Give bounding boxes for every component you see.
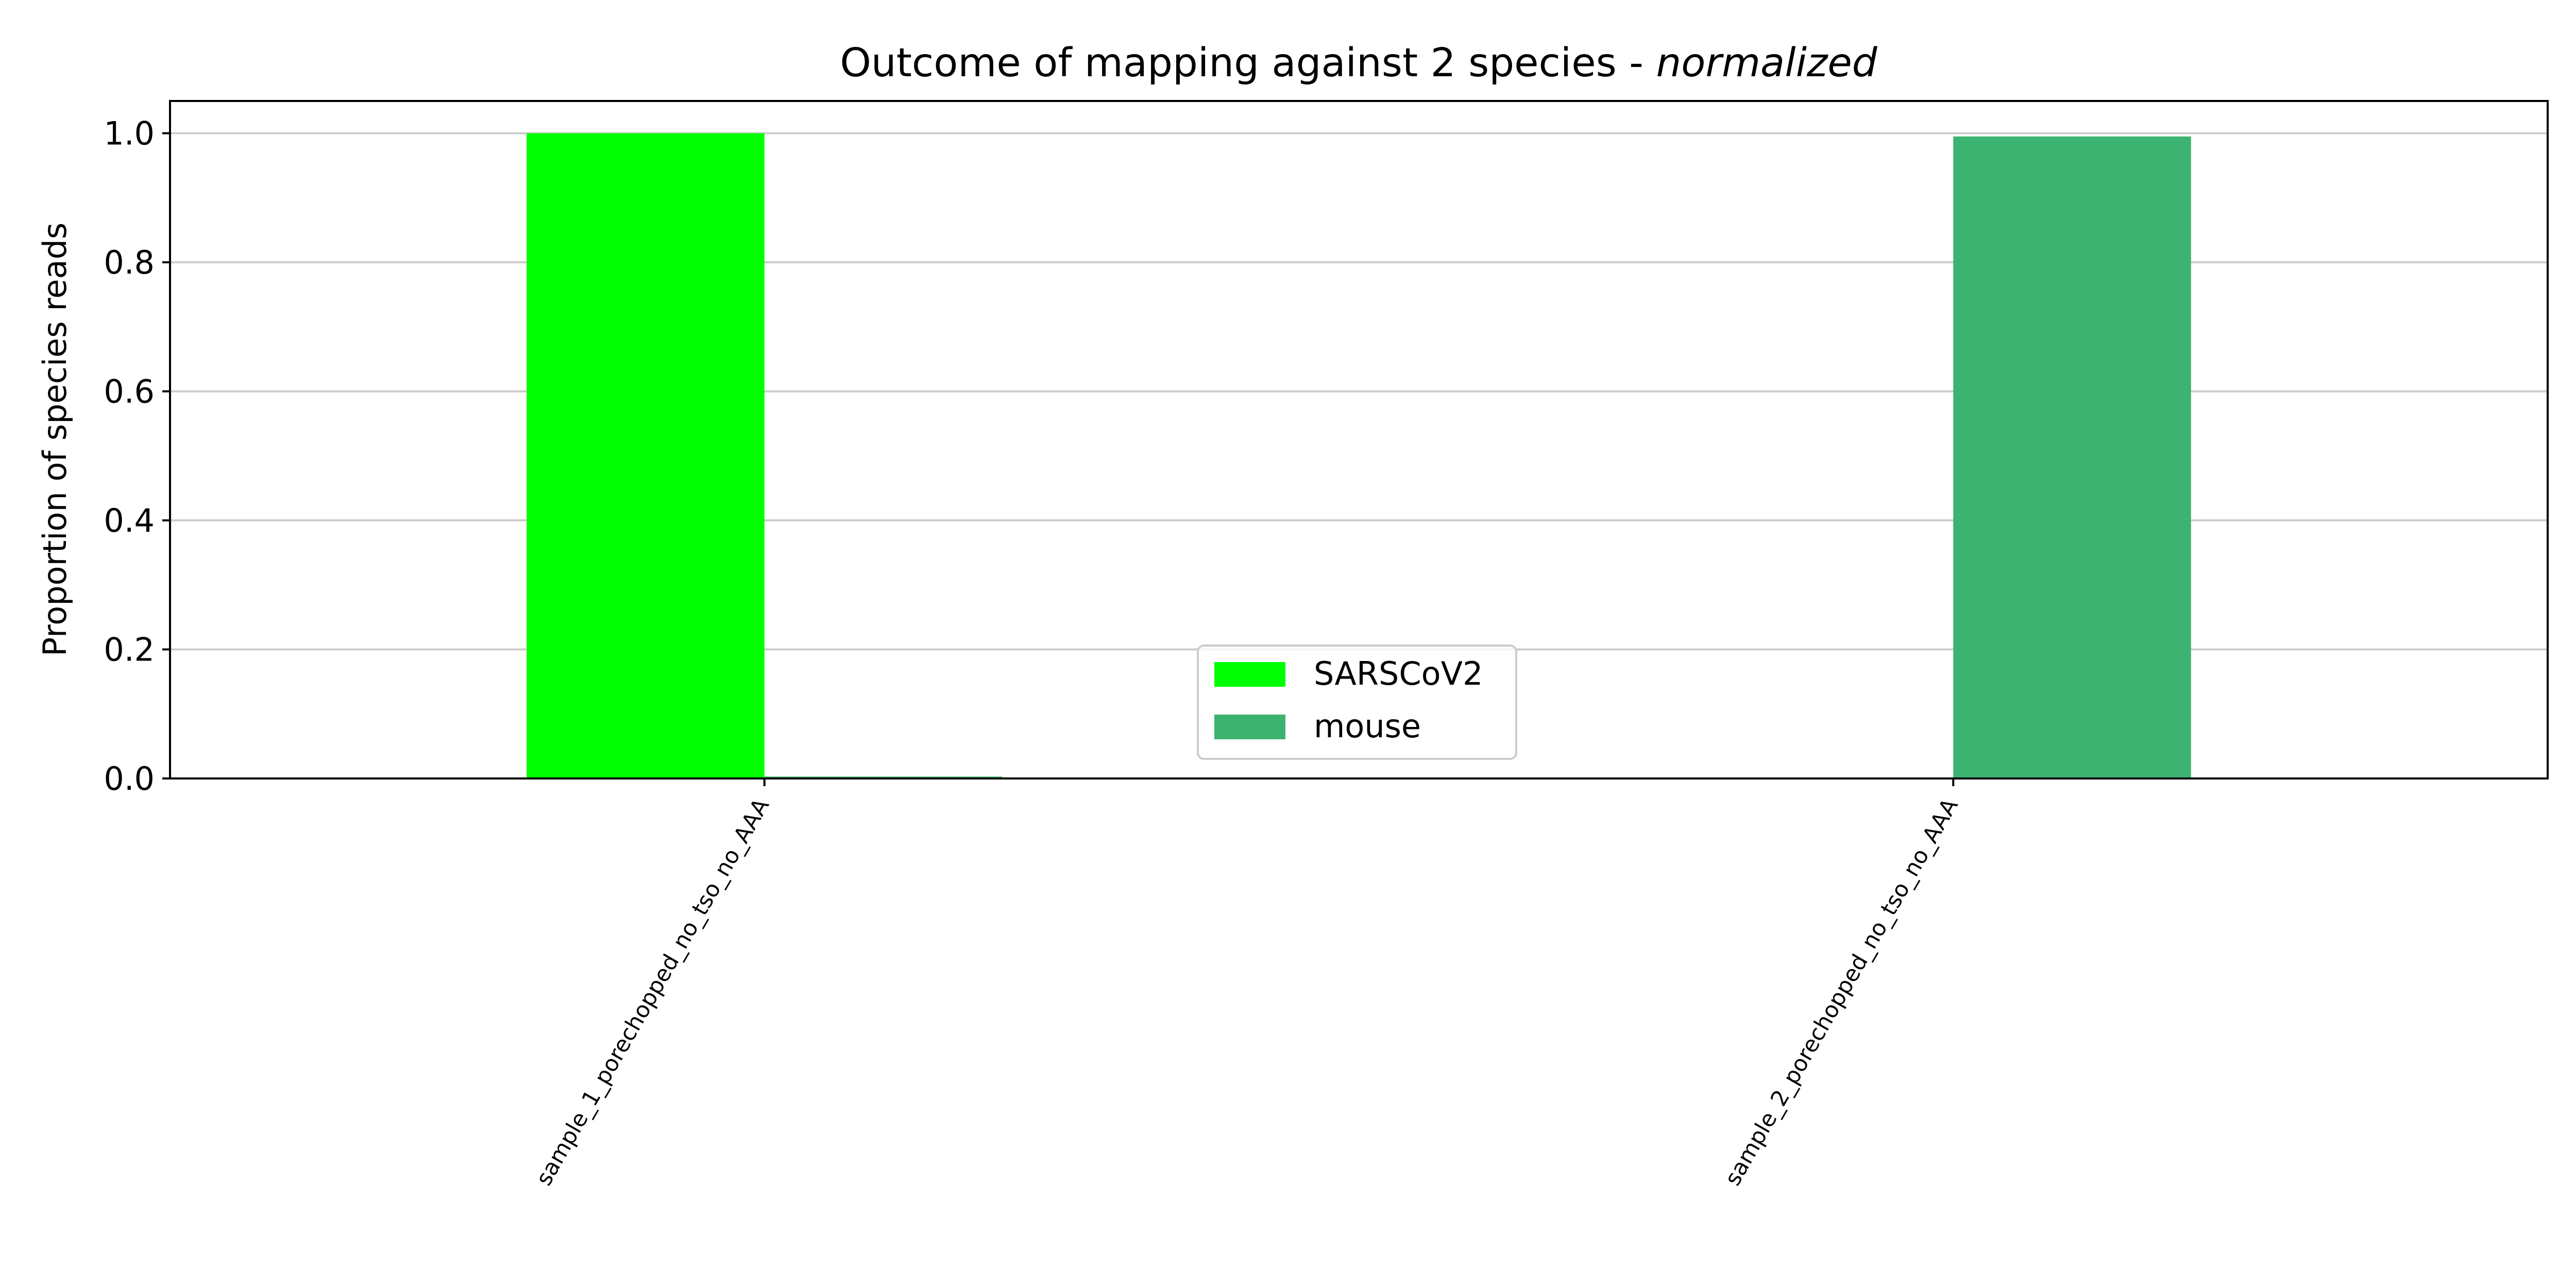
legend-label-mouse: mouse <box>1314 707 1421 745</box>
bar-mouse-2 <box>1953 136 2191 778</box>
legend-label-sarscov2: SARSCoV2 <box>1314 655 1483 692</box>
bar-sarscov2-1 <box>527 133 765 779</box>
y-tick-label: 0.8 <box>104 244 155 281</box>
y-tick-label: 0.2 <box>104 631 155 669</box>
plot-frame <box>169 100 2549 779</box>
legend-swatch-mouse <box>1214 715 1285 739</box>
y-tick-label: 1.0 <box>104 115 155 152</box>
bars <box>527 133 2191 779</box>
chart-title: Outcome of mapping against 2 species - n… <box>840 40 1877 86</box>
y-tick-label: 0.6 <box>104 373 155 411</box>
legend: SARSCoV2 mouse <box>1197 645 1517 760</box>
y-tick-label: 0.0 <box>104 760 155 798</box>
y-tick-label: 0.4 <box>104 502 155 539</box>
legend-swatch-sarscov2 <box>1214 662 1285 687</box>
y-axis-label: Proportion of species reads <box>36 223 74 656</box>
y-ticks: 0.0 0.2 0.4 0.6 0.8 1.0 <box>104 115 170 798</box>
